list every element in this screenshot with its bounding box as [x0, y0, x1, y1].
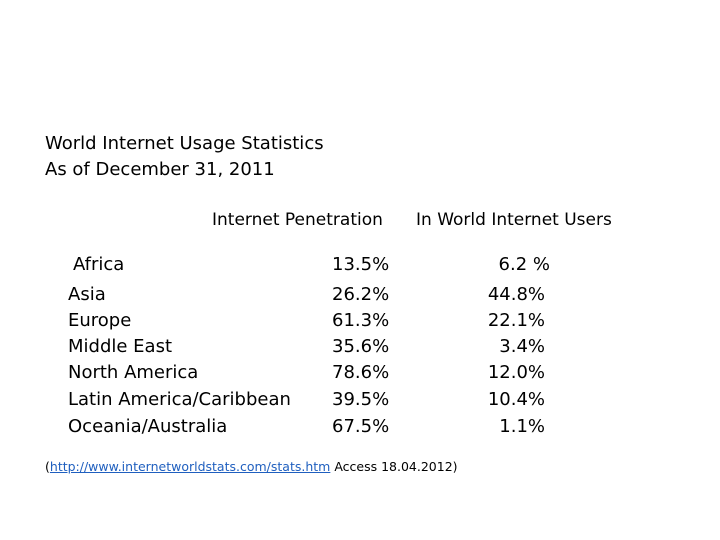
title-line-1: World Internet Usage Statistics — [45, 133, 324, 154]
penetration-latin-america-caribbean: 39.5% — [332, 389, 390, 410]
share-oceania-australia: 1.1% — [499, 416, 545, 437]
region-label-africa: Africa — [73, 254, 125, 275]
share-middle-east: 3.4% — [499, 336, 545, 357]
share-africa: 6.2 % — [498, 254, 550, 275]
region-label-latin-america-caribbean: Latin America/Caribbean — [68, 389, 291, 410]
source-access-date: Access 18.04.2012) — [330, 459, 458, 474]
region-label-north-america: North America — [68, 362, 199, 383]
share-europe: 22.1% — [487, 310, 545, 331]
penetration-oceania-australia: 67.5% — [332, 416, 390, 437]
penetration-europe: 61.3% — [332, 310, 390, 331]
region-label-middle-east: Middle East — [68, 336, 173, 357]
share-north-america: 12.0% — [487, 362, 545, 383]
region-label-asia: Asia — [68, 284, 106, 305]
source-open-paren: ( — [45, 459, 50, 474]
penetration-asia: 26.2% — [332, 284, 390, 305]
source-link[interactable]: http://www.internetworldstats.com/stats.… — [49, 459, 331, 474]
share-latin-america-caribbean: 10.4% — [487, 389, 545, 410]
title-line-2: As of December 31, 2011 — [45, 159, 275, 180]
source-citation: (http://www.internetworldstats.com/stats… — [45, 459, 458, 474]
header-penetration: Internet Penetration — [212, 210, 383, 230]
title-block: World Internet Usage Statistics As of De… — [45, 131, 324, 183]
penetration-middle-east: 35.6% — [332, 336, 390, 357]
header-share: In World Internet Users — [416, 210, 612, 230]
penetration-africa: 13.5% — [332, 254, 390, 275]
penetration-north-america: 78.6% — [332, 362, 390, 383]
region-label-oceania-australia: Oceania/Australia — [68, 416, 228, 437]
share-asia: 44.8% — [487, 284, 545, 305]
region-label-europe: Europe — [68, 310, 132, 331]
